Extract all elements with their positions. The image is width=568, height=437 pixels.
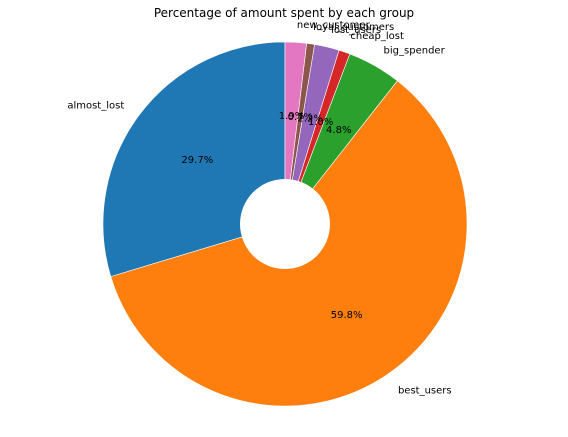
pie-slice-new_customer: [284, 41, 307, 225]
slice-label-lost_users: lost_users: [331, 25, 381, 36]
slice-label-almost_lost: almost_lost: [67, 101, 124, 112]
slice-percent-labels: 29.7% 59.8% 4.8%1.0%2.2%0.7%1.9%: [181, 111, 362, 321]
slice-label-loyal_customers: loyal_customers: [313, 22, 394, 33]
chart-title: Percentage of amount spent by each group: [154, 6, 414, 20]
slice-label-cheap_lost: cheap_lost: [350, 31, 404, 42]
slice-label-best_users: best_users: [398, 385, 452, 396]
slice-percent-big_spender: 4.8%: [326, 125, 351, 136]
slice-percent-almost_lost: 29.7%: [181, 155, 213, 166]
pie-slices: [102, 41, 468, 407]
donut-hole: [240, 179, 330, 269]
slice-percent-new_customer: 1.9%: [279, 111, 304, 122]
slice-percent-cheap_lost: 1.0%: [308, 117, 333, 128]
slice-labels: almost_lost best_users big_spender cheap_lo…: [67, 20, 451, 396]
slice-label-big_spender: big_spender: [384, 46, 446, 57]
slice-percent-loyal_customers: 0.7%: [288, 112, 313, 123]
slice-label-new_customer: new_customer: [297, 20, 371, 31]
pie-slice-almost_lost: [102, 41, 286, 278]
slice-percent-lost_users: 2.2%: [297, 114, 322, 125]
slice-percent-best_users: 59.8%: [331, 310, 363, 321]
